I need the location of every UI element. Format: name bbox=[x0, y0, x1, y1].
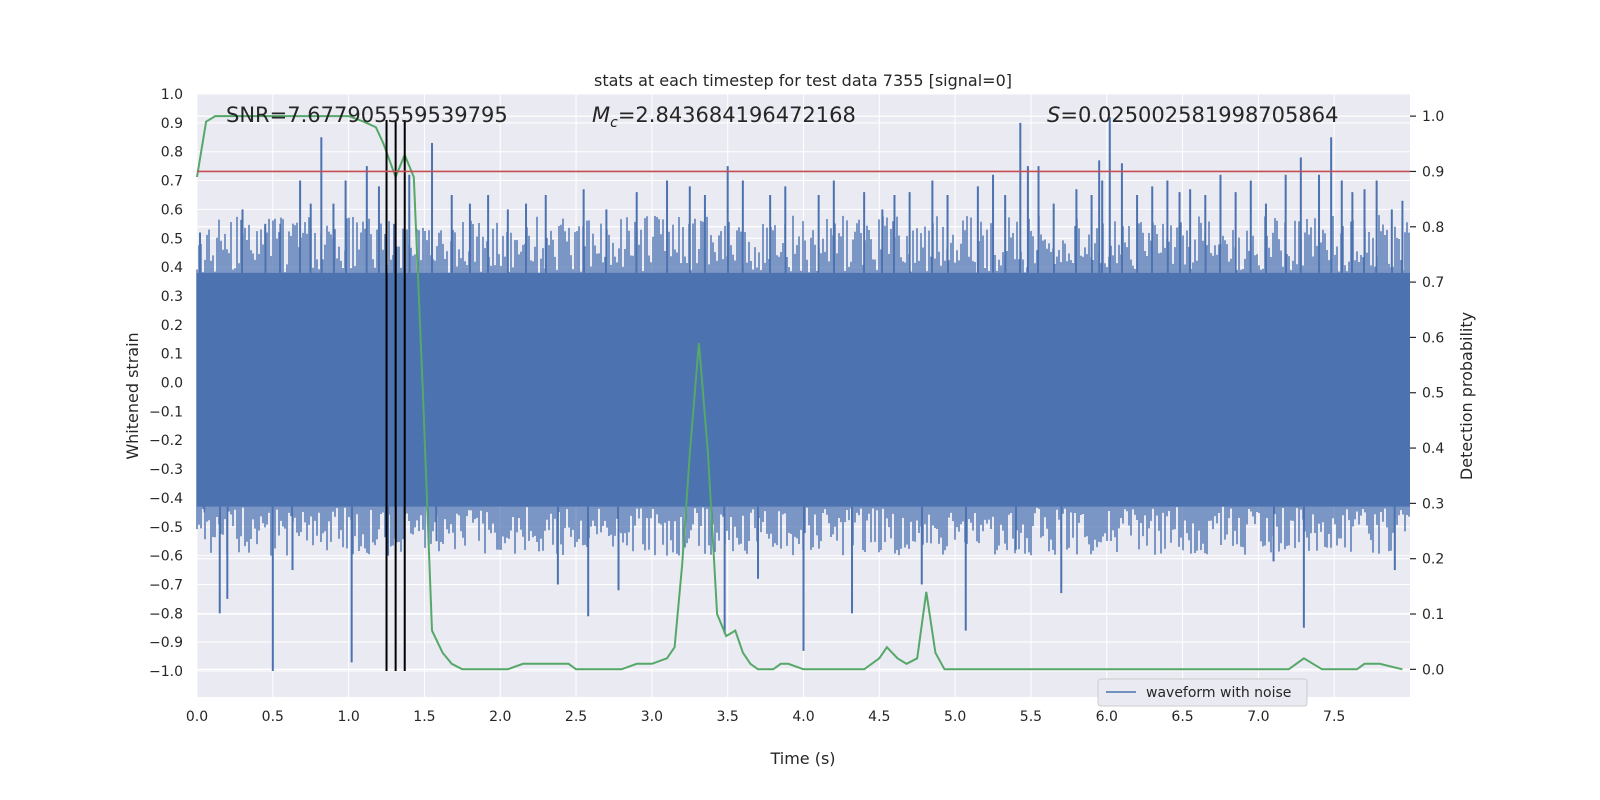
waveform-series bbox=[196, 117, 1410, 672]
chirp-mass-subscript: c bbox=[610, 115, 618, 131]
x-tick-label: 3.0 bbox=[641, 709, 663, 725]
x-tick-label: 2.5 bbox=[565, 709, 587, 725]
legend: waveform with noise bbox=[1097, 678, 1308, 707]
x-tick-label: 7.0 bbox=[1247, 709, 1269, 725]
y-left-tick-label: −0.3 bbox=[149, 462, 183, 478]
detection-probability-line bbox=[196, 115, 1403, 671]
x-tick-label: 0.0 bbox=[186, 709, 208, 725]
legend-box bbox=[1097, 678, 1308, 707]
y-left-tick-label: 0.5 bbox=[161, 231, 183, 247]
y-left-tick-label: 0.2 bbox=[161, 318, 183, 334]
y-left-tick-label: −0.7 bbox=[149, 577, 183, 593]
vertical-markers bbox=[385, 119, 406, 672]
x-tick-label: 6.5 bbox=[1171, 709, 1193, 725]
probability-series bbox=[196, 115, 1403, 671]
x-tick-label: 7.5 bbox=[1323, 709, 1345, 725]
y-left-tick-label: 0.6 bbox=[161, 202, 183, 218]
y-right-axis-label: Detection probability bbox=[1457, 312, 1476, 480]
y-right-tick-label: 0.7 bbox=[1422, 275, 1444, 291]
y-left-tick-label: −0.1 bbox=[149, 404, 183, 420]
s-symbol: S bbox=[1047, 103, 1060, 127]
y-left-tick-label: 0.3 bbox=[161, 289, 183, 305]
y-left-tick-label: −0.8 bbox=[149, 606, 183, 622]
y-left-tick-label: −0.6 bbox=[149, 549, 183, 565]
y-left-tick-label: 1.0 bbox=[161, 87, 183, 103]
y-right-tick-label: 0.0 bbox=[1422, 662, 1444, 678]
legend-label-waveform: waveform with noise bbox=[1146, 685, 1291, 701]
y-left-tick-label: 0.7 bbox=[161, 174, 183, 190]
y-right-tick-label: 1.0 bbox=[1422, 109, 1444, 125]
chirp-mass-annotation: Mc=2.843684196472168 bbox=[592, 103, 856, 131]
y-right-axis-ticks: 1.0 0.9 0.8 0.7 0.6 0.5 0.4 0.3 0.2 0.1 0.0 bbox=[1410, 109, 1444, 678]
x-tick-label: 6.0 bbox=[1096, 709, 1118, 725]
x-tick-label: 4.0 bbox=[792, 709, 814, 725]
x-tick-label: 3.5 bbox=[717, 709, 739, 725]
y-left-tick-label: 0.0 bbox=[161, 376, 183, 392]
x-axis-ticks: 0.0 0.5 1.0 1.5 2.0 2.5 3.0 3.5 4.0 4.5 5.0 5.5 6.0 6… bbox=[186, 709, 1345, 725]
y-right-tick-label: 0.5 bbox=[1422, 386, 1444, 402]
y-left-axis-ticks: 1.0 0.9 0.8 0.7 0.6 0.5 0.4 0.3 0.2 0.1 0.0 −0.1 −0.… bbox=[149, 87, 183, 680]
y-left-tick-label: 0.1 bbox=[161, 347, 183, 363]
s-annotation: S=0.025002581998705864 bbox=[1047, 103, 1338, 127]
x-tick-label: 5.0 bbox=[944, 709, 966, 725]
y-right-tick-label: 0.6 bbox=[1422, 330, 1444, 346]
y-left-tick-label: −1.0 bbox=[149, 664, 183, 680]
y-left-tick-label: 0.8 bbox=[161, 145, 183, 161]
y-right-tick-label: 0.8 bbox=[1422, 220, 1444, 236]
y-left-tick-label: 0.4 bbox=[161, 260, 183, 276]
x-tick-label: 1.5 bbox=[413, 709, 435, 725]
x-tick-label: 2.0 bbox=[489, 709, 511, 725]
y-left-axis-label: Whitened strain bbox=[123, 332, 142, 459]
y-left-tick-label: −0.5 bbox=[149, 520, 183, 536]
s-value: =0.025002581998705864 bbox=[1060, 103, 1338, 127]
x-axis-label: Time (s) bbox=[769, 749, 835, 768]
chart-title: stats at each timestep for test data 735… bbox=[594, 71, 1012, 90]
x-tick-label: 0.5 bbox=[262, 709, 284, 725]
x-tick-label: 1.0 bbox=[337, 709, 359, 725]
y-left-tick-label: −0.2 bbox=[149, 433, 183, 449]
snr-annotation: SNR=7.677905559539795 bbox=[226, 103, 508, 127]
chirp-mass-value: =2.843684196472168 bbox=[618, 103, 856, 127]
chirp-mass-symbol: M bbox=[592, 103, 610, 127]
y-left-tick-label: −0.9 bbox=[149, 635, 183, 651]
y-right-tick-label: 0.2 bbox=[1422, 552, 1444, 568]
x-tick-label: 4.5 bbox=[868, 709, 890, 725]
y-left-tick-label: −0.4 bbox=[149, 491, 183, 507]
y-right-tick-label: 0.3 bbox=[1422, 496, 1444, 512]
y-right-tick-label: 0.4 bbox=[1422, 441, 1444, 457]
y-left-tick-label: 0.9 bbox=[161, 116, 183, 132]
y-right-tick-label: 0.9 bbox=[1422, 164, 1444, 180]
y-right-tick-label: 0.1 bbox=[1422, 607, 1444, 623]
x-tick-label: 5.5 bbox=[1020, 709, 1042, 725]
